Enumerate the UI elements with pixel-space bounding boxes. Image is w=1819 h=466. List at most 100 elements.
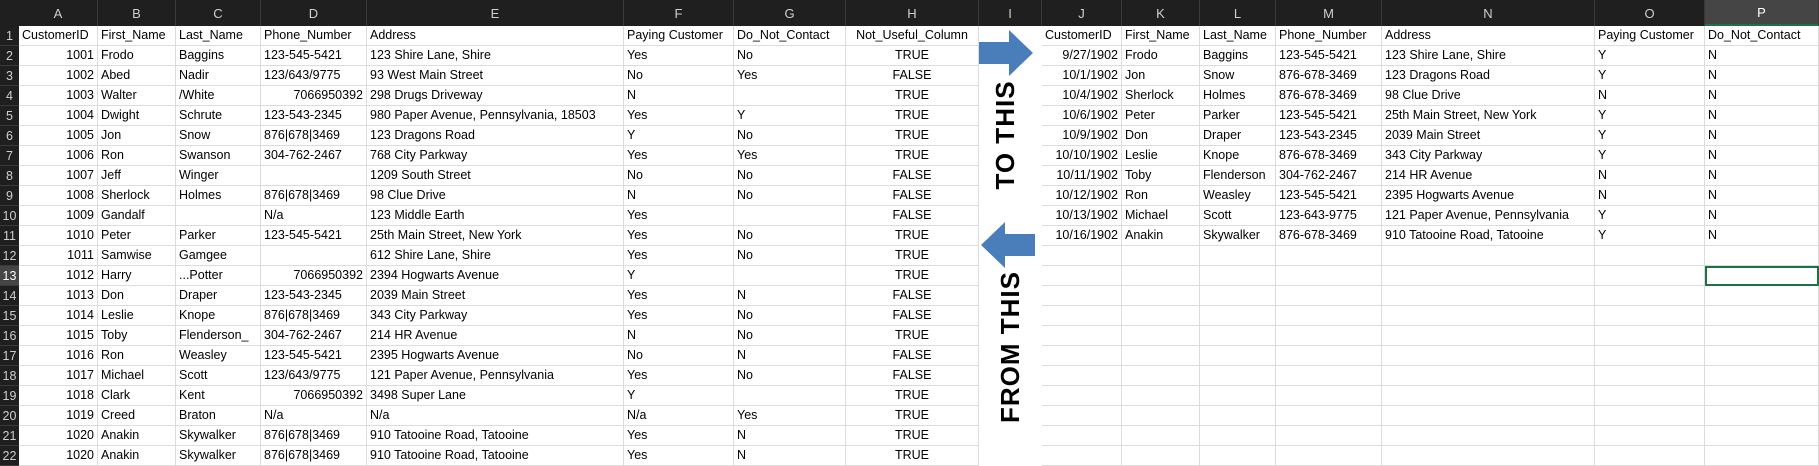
cell-c11[interactable]: Parker xyxy=(176,226,261,246)
row-header-16[interactable]: 16 xyxy=(0,326,19,346)
cell-b3[interactable]: Abed xyxy=(98,66,176,86)
cell-a20[interactable]: 1019 xyxy=(19,406,98,426)
cell-p3[interactable]: N xyxy=(1705,66,1819,86)
cell-o21[interactable] xyxy=(1595,426,1705,446)
cell-c15[interactable]: Knope xyxy=(176,306,261,326)
cell-f8[interactable]: No xyxy=(624,166,734,186)
cell-d7[interactable]: 304-762-2467 xyxy=(261,146,367,166)
cell-h7[interactable]: TRUE xyxy=(846,146,979,166)
row-header-17[interactable]: 17 xyxy=(0,346,19,366)
cell-k21[interactable] xyxy=(1122,426,1200,446)
column-header-h[interactable]: H xyxy=(846,0,979,26)
cell-e15[interactable]: 343 City Parkway xyxy=(367,306,624,326)
cell-b7[interactable]: Ron xyxy=(98,146,176,166)
cell-d13[interactable]: 7066950392 xyxy=(261,266,367,286)
cell-o1[interactable]: Paying Customer xyxy=(1595,26,1705,46)
cell-h5[interactable]: TRUE xyxy=(846,106,979,126)
cell-f19[interactable]: Y xyxy=(624,386,734,406)
cell-f1[interactable]: Paying Customer xyxy=(624,26,734,46)
cell-f3[interactable]: No xyxy=(624,66,734,86)
cell-p8[interactable]: N xyxy=(1705,166,1819,186)
cell-p15[interactable] xyxy=(1705,306,1819,326)
cell-o16[interactable] xyxy=(1595,326,1705,346)
row-header-20[interactable]: 20 xyxy=(0,406,19,426)
cell-a7[interactable]: 1006 xyxy=(19,146,98,166)
cell-d21[interactable]: 876|678|3469 xyxy=(261,426,367,446)
cell-m22[interactable] xyxy=(1276,446,1382,466)
cell-k2[interactable]: Frodo xyxy=(1122,46,1200,66)
cell-k1[interactable]: First_Name xyxy=(1122,26,1200,46)
cell-c14[interactable]: Draper xyxy=(176,286,261,306)
cell-g8[interactable]: No xyxy=(734,166,846,186)
cell-c22[interactable]: Skywalker xyxy=(176,446,261,466)
cell-o9[interactable]: N xyxy=(1595,186,1705,206)
cell-p16[interactable] xyxy=(1705,326,1819,346)
cell-e6[interactable]: 123 Dragons Road xyxy=(367,126,624,146)
cell-b18[interactable]: Michael xyxy=(98,366,176,386)
cell-p13[interactable] xyxy=(1705,266,1819,286)
cell-g13[interactable] xyxy=(734,266,846,286)
cell-d4[interactable]: 7066950392 xyxy=(261,86,367,106)
cell-j9[interactable]: 10/12/1902 xyxy=(1042,186,1122,206)
cell-d5[interactable]: 123-543-2345 xyxy=(261,106,367,126)
cell-d15[interactable]: 876|678|3469 xyxy=(261,306,367,326)
cell-d9[interactable]: 876|678|3469 xyxy=(261,186,367,206)
cell-l11[interactable]: Skywalker xyxy=(1200,226,1276,246)
cell-d8[interactable] xyxy=(261,166,367,186)
cell-k12[interactable] xyxy=(1122,246,1200,266)
column-header-l[interactable]: L xyxy=(1200,0,1276,26)
cell-b12[interactable]: Samwise xyxy=(98,246,176,266)
cell-l4[interactable]: Holmes xyxy=(1200,86,1276,106)
cell-l13[interactable] xyxy=(1200,266,1276,286)
cell-n8[interactable]: 214 HR Avenue xyxy=(1382,166,1595,186)
column-header-n[interactable]: N xyxy=(1382,0,1595,26)
cell-c17[interactable]: Weasley xyxy=(176,346,261,366)
cell-m6[interactable]: 123-543-2345 xyxy=(1276,126,1382,146)
cell-a21[interactable]: 1020 xyxy=(19,426,98,446)
row-header-2[interactable]: 2 xyxy=(0,46,19,66)
cell-o4[interactable]: N xyxy=(1595,86,1705,106)
cell-g1[interactable]: Do_Not_Contact xyxy=(734,26,846,46)
cell-e19[interactable]: 3498 Super Lane xyxy=(367,386,624,406)
cell-g6[interactable]: No xyxy=(734,126,846,146)
cell-h19[interactable]: TRUE xyxy=(846,386,979,406)
cell-a18[interactable]: 1017 xyxy=(19,366,98,386)
column-header-f[interactable]: F xyxy=(624,0,734,26)
cell-h20[interactable]: TRUE xyxy=(846,406,979,426)
cell-h16[interactable]: TRUE xyxy=(846,326,979,346)
cell-h3[interactable]: FALSE xyxy=(846,66,979,86)
cell-d19[interactable]: 7066950392 xyxy=(261,386,367,406)
cell-c19[interactable]: Kent xyxy=(176,386,261,406)
cell-j17[interactable] xyxy=(1042,346,1122,366)
cell-p4[interactable]: N xyxy=(1705,86,1819,106)
cell-a9[interactable]: 1008 xyxy=(19,186,98,206)
row-header-5[interactable]: 5 xyxy=(0,106,19,126)
cell-e20[interactable]: N/a xyxy=(367,406,624,426)
cell-k10[interactable]: Michael xyxy=(1122,206,1200,226)
cell-m15[interactable] xyxy=(1276,306,1382,326)
cell-c8[interactable]: Winger xyxy=(176,166,261,186)
cell-g9[interactable]: No xyxy=(734,186,846,206)
cell-e12[interactable]: 612 Shire Lane, Shire xyxy=(367,246,624,266)
cell-g22[interactable]: N xyxy=(734,446,846,466)
cell-c5[interactable]: Schrute xyxy=(176,106,261,126)
cell-j6[interactable]: 10/9/1902 xyxy=(1042,126,1122,146)
cell-l16[interactable] xyxy=(1200,326,1276,346)
cell-g12[interactable]: No xyxy=(734,246,846,266)
cell-j8[interactable]: 10/11/1902 xyxy=(1042,166,1122,186)
cell-p20[interactable] xyxy=(1705,406,1819,426)
cell-o18[interactable] xyxy=(1595,366,1705,386)
cell-n2[interactable]: 123 Shire Lane, Shire xyxy=(1382,46,1595,66)
cell-e8[interactable]: 1209 South Street xyxy=(367,166,624,186)
cell-e4[interactable]: 298 Drugs Driveway xyxy=(367,86,624,106)
cell-g21[interactable]: N xyxy=(734,426,846,446)
cell-g4[interactable] xyxy=(734,86,846,106)
cell-d16[interactable]: 304-762-2467 xyxy=(261,326,367,346)
cell-p11[interactable]: N xyxy=(1705,226,1819,246)
row-header-11[interactable]: 11 xyxy=(0,226,19,246)
cell-g17[interactable]: N xyxy=(734,346,846,366)
cell-l7[interactable]: Knope xyxy=(1200,146,1276,166)
cell-b9[interactable]: Sherlock xyxy=(98,186,176,206)
cell-l19[interactable] xyxy=(1200,386,1276,406)
